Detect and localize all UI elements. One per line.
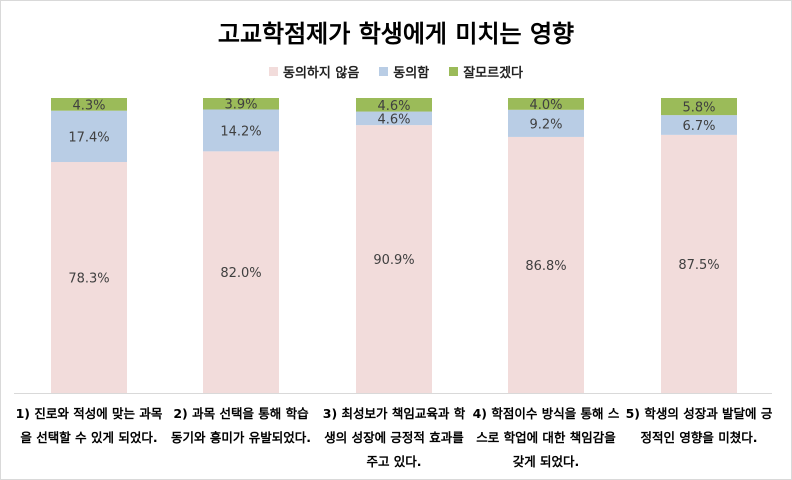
- data-label: 86.8%: [525, 259, 566, 274]
- category-label-4: 4) 학점이수 방식을 통해 스스로 학업에 대한 책임감을 갖게 되었다.: [472, 406, 620, 469]
- legend-label: 동의하지 않음: [283, 66, 360, 81]
- bar-segment: [203, 109, 279, 152]
- bar-segment: [508, 136, 584, 393]
- data-label: 6.7%: [682, 119, 715, 134]
- bar-segment: [51, 98, 127, 111]
- data-label: 5.8%: [682, 101, 715, 116]
- data-label: 90.9%: [373, 253, 414, 268]
- bar-segment: [661, 134, 737, 393]
- legend-item-agree: 동의함: [379, 62, 429, 81]
- data-label: 14.2%: [220, 124, 261, 139]
- data-label: 78.3%: [68, 272, 109, 287]
- legend-item-unsure: 잘모르겠다: [449, 62, 523, 81]
- data-label: 4.3%: [72, 98, 105, 113]
- data-label: 17.4%: [68, 130, 109, 145]
- legend-label: 동의함: [393, 66, 430, 81]
- bar-segment: [508, 109, 584, 137]
- category-label-3: 3) 최성보가 책임교육과 학생의 성장에 긍정적 효과를 주고 있다.: [322, 406, 466, 469]
- bar-segment: [508, 98, 584, 110]
- bar-segment: [51, 110, 127, 163]
- legend-swatch: [379, 67, 389, 76]
- chart-title: 고교학점제가 학생에게 미치는 영향: [217, 20, 575, 48]
- legend-swatch: [449, 67, 459, 76]
- bar-segment: [356, 111, 432, 126]
- bar-segment: [661, 115, 737, 135]
- bar-segment: [356, 98, 432, 112]
- legend: 동의하지 않음 동의함 잘모르겠다: [0, 62, 792, 81]
- bar-segment: [356, 125, 432, 393]
- legend-item-disagree: 동의하지 않음: [269, 62, 359, 81]
- category-label-2: 2) 과목 선택을 통해 학습 동기와 흥미가 유발되었다.: [171, 406, 311, 445]
- bar-segment: [203, 151, 279, 393]
- legend-swatch: [269, 67, 278, 76]
- data-label: 9.2%: [529, 117, 562, 132]
- category-label-1: 1) 진로와 적성에 맞는 과목을 선택할 수 있게 되었다.: [15, 406, 163, 445]
- category-label-5: 5) 학생의 성장과 발달에 긍정적인 영향을 미쳤다.: [625, 406, 773, 445]
- data-label: 87.5%: [678, 258, 719, 273]
- bar-segment: [203, 98, 279, 110]
- data-label: 82.0%: [220, 266, 261, 281]
- legend-label: 잘모르겠다: [463, 66, 523, 81]
- bar-segment: [51, 162, 127, 393]
- data-label: 4.0%: [529, 98, 562, 113]
- bar-segment: [661, 98, 737, 116]
- data-label: 3.9%: [224, 98, 257, 113]
- data-label: 4.6%: [377, 112, 410, 127]
- data-label: 4.6%: [377, 99, 410, 114]
